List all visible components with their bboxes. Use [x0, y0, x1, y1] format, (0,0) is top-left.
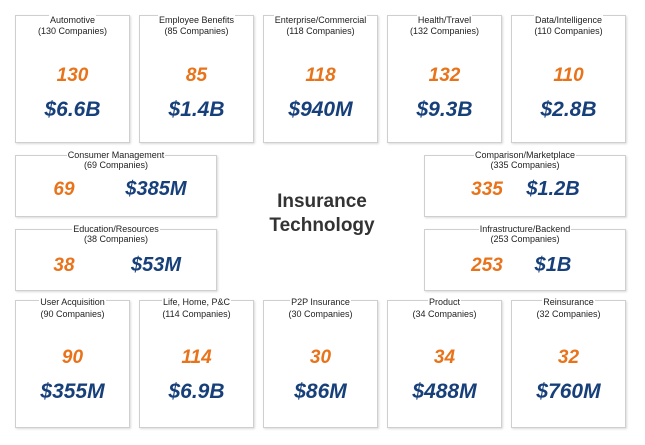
- company-count-label: (34 Companies): [411, 309, 478, 319]
- company-count-label: (118 Companies): [285, 26, 356, 36]
- category-name: P2P Insurance: [290, 297, 351, 307]
- card-p2p-insurance: P2P Insurance (30 Companies) 30 $86M: [263, 297, 378, 428]
- category-name: Health/Travel: [416, 15, 473, 25]
- card-automotive: Automotive (130 Companies) 130 $6.6B: [15, 15, 130, 143]
- company-count-label: (85 Companies): [163, 26, 230, 36]
- funding-value: $6.9B: [168, 380, 225, 403]
- category-name: Infrastructure/Backend: [478, 224, 572, 234]
- company-count-value: 34: [433, 347, 456, 368]
- company-count-value: 130: [56, 65, 89, 86]
- card-enterprise-commercial: Enterprise/Commercial (118 Companies) 11…: [263, 15, 378, 143]
- category-name: Consumer Management: [66, 150, 166, 160]
- category-name: Employee Benefits: [157, 15, 236, 25]
- category-name: Automotive: [48, 15, 97, 25]
- company-count-label: (253 Companies): [489, 234, 561, 244]
- card-infrastructure-backend: Infrastructure/Backend (253 Companies) 2…: [424, 224, 626, 291]
- company-count-label: (90 Companies): [39, 309, 106, 319]
- funding-value: $1.4B: [168, 98, 225, 121]
- funding-value: $385M: [125, 178, 187, 200]
- company-count-value: 132: [428, 65, 461, 86]
- category-name: Comparison/Marketplace: [473, 150, 577, 160]
- funding-value: $6.6B: [44, 98, 101, 121]
- company-count-value: 335: [471, 179, 503, 200]
- company-count-label: (38 Companies): [82, 234, 150, 244]
- category-name: Education/Resources: [72, 224, 160, 234]
- company-count-label: (30 Companies): [287, 309, 354, 319]
- card-consumer-management: Consumer Management (69 Companies) 69 $3…: [15, 150, 217, 217]
- company-count-label: (114 Companies): [161, 309, 232, 319]
- company-count-value: 69: [53, 179, 75, 200]
- card-life-home-pc: Life, Home, P&C (114 Companies) 114 $6.9…: [139, 297, 254, 428]
- funding-value: $940M: [288, 98, 353, 121]
- card-reinsurance: Reinsurance (32 Companies) 32 $760M: [511, 297, 626, 428]
- company-count-value: 32: [557, 347, 580, 368]
- card-user-acquisition: User Acquisition (90 Companies) 90 $355M: [15, 297, 130, 428]
- company-count-value: 85: [185, 65, 208, 86]
- company-count-value: 90: [61, 347, 84, 368]
- center-title-line1: Insurance: [277, 191, 367, 212]
- company-count-value: 118: [305, 65, 336, 86]
- company-count-label: (335 Companies): [489, 160, 561, 170]
- funding-value: $488M: [412, 380, 477, 403]
- funding-value: $355M: [40, 380, 105, 403]
- category-name: Enterprise/Commercial: [273, 15, 368, 25]
- card-comparison-marketplace: Comparison/Marketplace (335 Companies) 3…: [424, 150, 626, 217]
- category-name: Product: [427, 297, 462, 307]
- category-name: Data/Intelligence: [533, 15, 604, 25]
- company-count-value: 30: [309, 347, 332, 368]
- funding-value: $760M: [536, 380, 601, 403]
- funding-value: $86M: [294, 380, 347, 403]
- funding-value: $9.3B: [416, 98, 473, 121]
- card-product: Product (34 Companies) 34 $488M: [387, 297, 502, 428]
- company-count-label: (132 Companies): [408, 26, 481, 36]
- company-count-label: (110 Companies): [533, 26, 604, 36]
- card-education-resources: Education/Resources (38 Companies) 38 $5…: [15, 224, 217, 291]
- company-count-label: (32 Companies): [535, 309, 602, 319]
- company-count-label: (69 Companies): [82, 160, 150, 170]
- funding-value: $1.2B: [526, 178, 580, 200]
- company-count-value: 253: [471, 255, 503, 276]
- card-health-travel: Health/Travel (132 Companies) 132 $9.3B: [387, 15, 502, 143]
- company-count-label: (130 Companies): [36, 26, 109, 36]
- card-data-intelligence: Data/Intelligence (110 Companies) 110 $2…: [511, 15, 626, 143]
- company-count-value: 114: [181, 347, 212, 368]
- funding-value: $53M: [130, 254, 182, 276]
- company-count-value: 110: [553, 65, 584, 86]
- category-name: Life, Home, P&C: [161, 297, 232, 307]
- company-count-value: 38: [53, 255, 75, 276]
- center-title-line2: Technology: [269, 215, 375, 236]
- card-employee-benefits: Employee Benefits (85 Companies) 85 $1.4…: [139, 15, 254, 143]
- funding-value: $1B: [534, 254, 572, 276]
- funding-value: $2.8B: [540, 98, 597, 121]
- center-title: Insurance Technology: [222, 190, 422, 238]
- category-name: Reinsurance: [542, 297, 595, 307]
- category-name: User Acquisition: [39, 297, 106, 307]
